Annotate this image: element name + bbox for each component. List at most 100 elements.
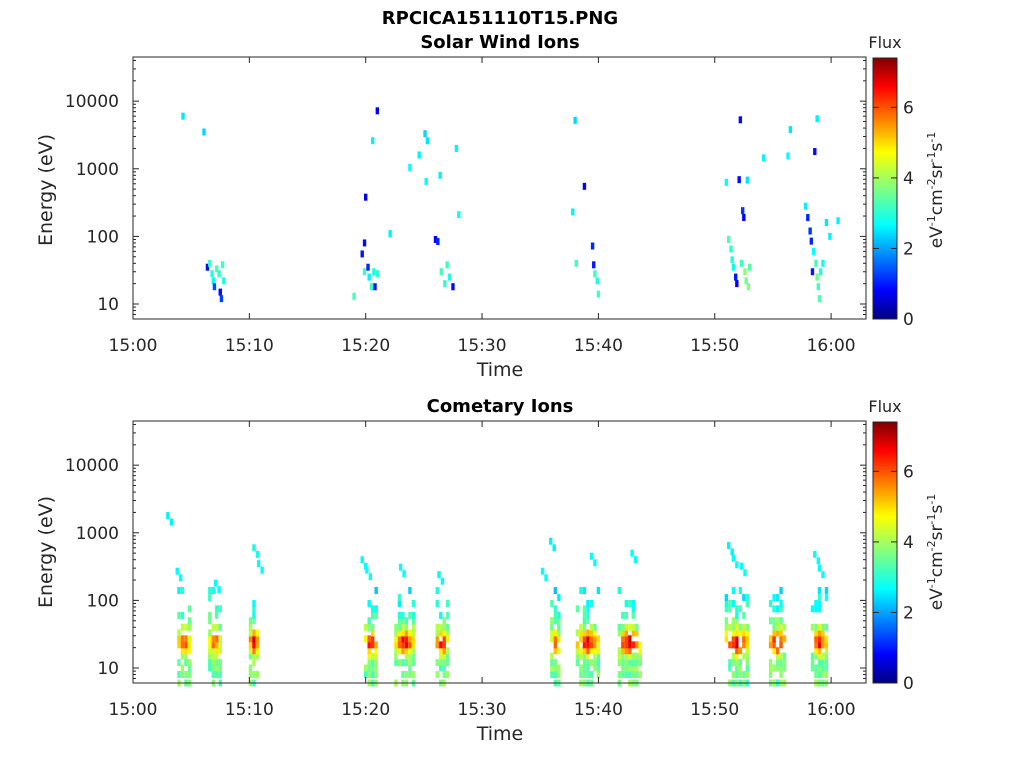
flux-cell (404, 629, 409, 637)
flux-cell (217, 586, 221, 594)
flux-cell (457, 211, 461, 219)
flux-cell (582, 659, 587, 667)
flux-cell (740, 207, 745, 215)
flux-cell (401, 623, 405, 631)
heatmap-cells (181, 107, 840, 303)
flux-cell (211, 587, 215, 595)
flux-cell (218, 288, 222, 296)
flux-cell (814, 647, 818, 655)
flux-cell (367, 599, 371, 607)
flux-cell (411, 599, 416, 607)
flux-cell (557, 594, 561, 602)
flux-cell (596, 647, 601, 655)
flux-cell (252, 635, 256, 643)
flux-cell (821, 664, 825, 672)
flux-cell (624, 635, 629, 643)
flux-cell (824, 635, 829, 643)
x-axis: 15:00 15:10 15:20 15:30 15:40 15:50 16:00 (109, 421, 856, 720)
flux-cell (772, 635, 776, 643)
flux-cell (731, 652, 736, 660)
flux-cell (589, 599, 594, 607)
flux-cell (782, 623, 787, 631)
flux-cell (743, 268, 747, 276)
flux-cell (735, 605, 739, 613)
flux-cell (617, 587, 622, 595)
flux-cell (446, 611, 450, 619)
flux-cell (442, 641, 446, 649)
flux-cell (824, 647, 829, 655)
flux-cell (772, 629, 776, 637)
flux-cell (550, 664, 554, 672)
flux-cell (252, 629, 256, 637)
flux-cell (187, 605, 192, 613)
colorbar-tick-label: 6 (903, 98, 914, 118)
flux-cell (624, 623, 629, 631)
flux-cell (624, 647, 629, 655)
flux-cell (550, 617, 554, 625)
flux-cell (590, 242, 595, 250)
flux-cell (738, 659, 743, 667)
flux-cell (739, 259, 744, 267)
flux-cell (596, 635, 601, 643)
flux-cell (731, 635, 736, 643)
flux-cell (370, 641, 375, 649)
plot-area (133, 421, 866, 683)
flux-cell (187, 659, 192, 667)
flux-cell (215, 623, 219, 631)
flux-cell (579, 671, 583, 679)
y-tick-label: 10000 (65, 456, 119, 476)
flux-cell (557, 664, 561, 672)
flux-cell (817, 587, 822, 595)
flux-cell (828, 232, 832, 240)
flux-cell (208, 617, 212, 625)
flux-cell (631, 671, 636, 679)
flux-cell (374, 647, 378, 655)
flux-cell (742, 594, 746, 602)
flux-cell (187, 664, 192, 672)
flux-cell (374, 671, 378, 679)
flux-cell (836, 217, 840, 225)
flux-cell (624, 611, 629, 619)
unit-exponent: -1 (925, 577, 938, 588)
flux-cell (638, 659, 642, 667)
flux-cell (745, 594, 750, 602)
flux-cell (814, 259, 818, 267)
flux-cell (187, 617, 192, 625)
flux-cell (417, 151, 421, 159)
flux-cell (367, 617, 371, 625)
flux-cell (215, 641, 219, 649)
panel-solar-wind-ions: Solar Wind Ions 15:00 15:10 15:20 15:30 15:4… (35, 32, 867, 381)
flux-cell (175, 567, 179, 575)
flux-cell (768, 635, 773, 643)
flux-cell (374, 641, 378, 649)
flux-cell (184, 641, 188, 649)
flux-cell (208, 611, 212, 619)
flux-cell (768, 671, 773, 679)
flux-cell (397, 659, 402, 667)
flux-cell (211, 277, 215, 285)
flux-cell (731, 641, 736, 649)
flux-cell (446, 659, 450, 667)
flux-cell (211, 664, 215, 672)
flux-cell (821, 259, 825, 267)
flux-cell (621, 611, 625, 619)
flux-cell (252, 544, 256, 552)
flux-cell (187, 641, 192, 649)
colorbar-label: Flux (868, 397, 901, 416)
flux-cell (388, 230, 392, 238)
flux-cell (631, 623, 636, 631)
flux-cell (252, 605, 256, 613)
flux-cell (811, 247, 816, 255)
flux-cell (735, 659, 739, 667)
flux-cell (631, 611, 636, 619)
flux-cell (739, 562, 744, 570)
flux-cell (401, 659, 405, 667)
flux-cell (439, 664, 443, 672)
flux-cell (446, 623, 450, 631)
flux-cell (593, 647, 597, 655)
flux-cell (824, 652, 829, 660)
flux-cell (454, 144, 459, 152)
flux-cell (744, 277, 748, 285)
unit-exponent: -2 (925, 540, 938, 551)
